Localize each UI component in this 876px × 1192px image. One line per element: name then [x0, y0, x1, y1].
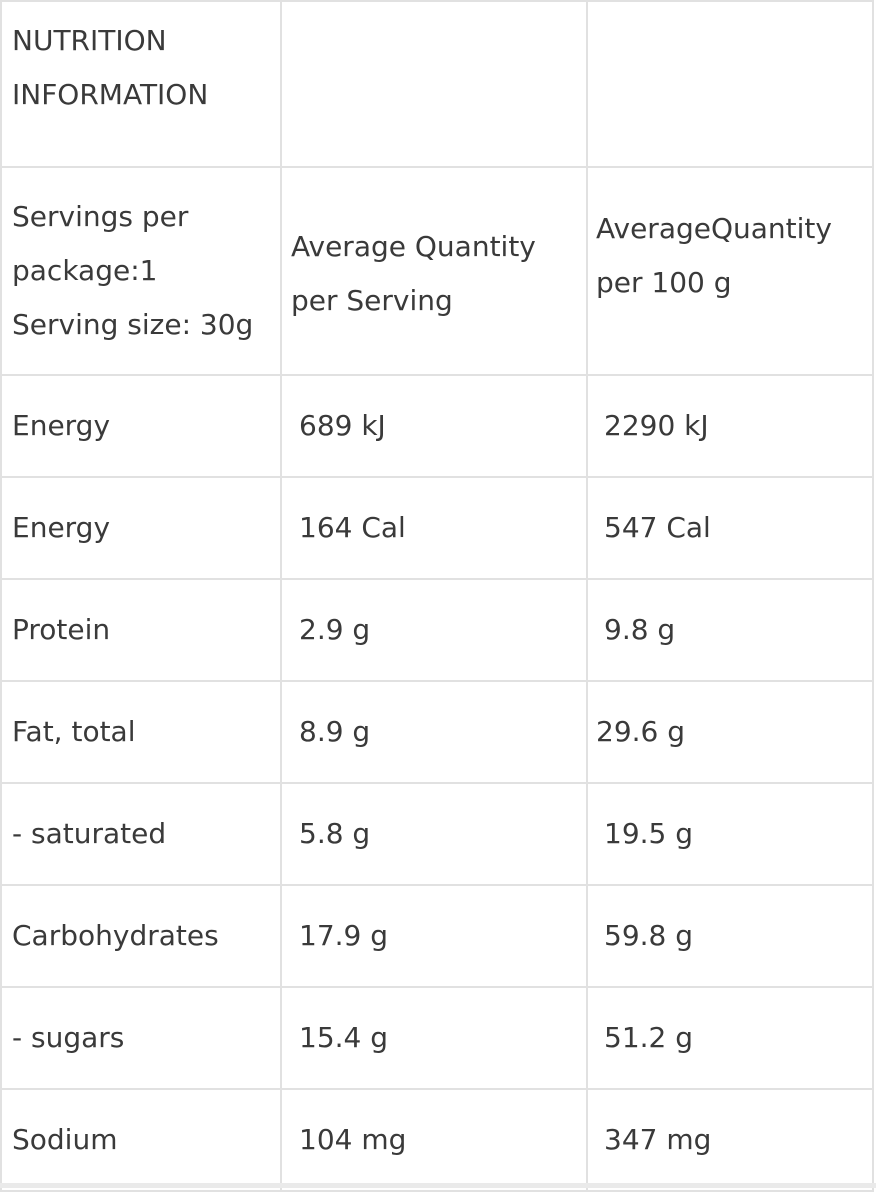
- servings-per-package-text: Servings per: [12, 200, 189, 233]
- serving-size-text: Serving size: 30g: [12, 308, 254, 341]
- servings-per-package-value: package:1: [12, 254, 158, 287]
- per-serving-header: Average Quantity per Serving: [280, 166, 588, 376]
- nutrient-name: Energy: [0, 476, 282, 580]
- table-row: Fat, total 8.9 g 29.6 g: [0, 680, 874, 784]
- table-row: Protein 2.9 g 9.8 g: [0, 578, 874, 682]
- per-100g-value: 59.8 g: [586, 884, 874, 988]
- page-bottom-edge: [0, 1183, 876, 1188]
- nutrient-name: - sugars: [0, 986, 282, 1090]
- empty-header-cell: [586, 0, 874, 168]
- per-100g-value: 19.5 g: [586, 782, 874, 886]
- per-serving-value: 689 kJ: [280, 374, 588, 478]
- table-row: - saturated 5.8 g 19.5 g: [0, 782, 874, 886]
- table-title-line: INFORMATION: [12, 78, 209, 111]
- nutrient-name: Energy: [0, 374, 282, 478]
- per-100g-value: 29.6 g: [586, 680, 874, 784]
- per-serving-value: 17.9 g: [280, 884, 588, 988]
- empty-header-cell: [280, 0, 588, 168]
- nutrient-name: Sodium: [0, 1088, 282, 1192]
- table-row: Sodium 104 mg 347 mg: [0, 1088, 874, 1192]
- per-serving-value: 5.8 g: [280, 782, 588, 886]
- table-title-line: NUTRITION: [12, 24, 167, 57]
- per-serving-value: 104 mg: [280, 1088, 588, 1192]
- per-100g-value: 9.8 g: [586, 578, 874, 682]
- nutrient-name: - saturated: [0, 782, 282, 886]
- per-100g-header-line: per 100 g: [596, 266, 732, 299]
- per-100g-value: 2290 kJ: [586, 374, 874, 478]
- per-serving-value: 164 Cal: [280, 476, 588, 580]
- table-row: Energy 164 Cal 547 Cal: [0, 476, 874, 580]
- table-row: Energy 689 kJ 2290 kJ: [0, 374, 874, 478]
- table-row: Carbohydrates 17.9 g 59.8 g: [0, 884, 874, 988]
- per-100g-header-line: AverageQuantity: [596, 212, 832, 245]
- table-title-cell: NUTRITION INFORMATION: [0, 0, 282, 168]
- per-serving-value: 8.9 g: [280, 680, 588, 784]
- table-row: - sugars 15.4 g 51.2 g: [0, 986, 874, 1090]
- per-serving-value: 2.9 g: [280, 578, 588, 682]
- nutrient-name: Fat, total: [0, 680, 282, 784]
- nutrient-name: Protein: [0, 578, 282, 682]
- serving-info-cell: Servings per package:1 Serving size: 30g: [0, 166, 282, 376]
- per-serving-header-line: Average Quantity: [291, 230, 536, 263]
- per-100g-value: 347 mg: [586, 1088, 874, 1192]
- column-header-row: Servings per package:1 Serving size: 30g…: [0, 166, 874, 376]
- per-serving-value: 15.4 g: [280, 986, 588, 1090]
- table-title-row: NUTRITION INFORMATION: [0, 0, 874, 168]
- per-serving-header-line: per Serving: [291, 284, 453, 317]
- per-100g-value: 547 Cal: [586, 476, 874, 580]
- nutrient-name: Carbohydrates: [0, 884, 282, 988]
- per-100g-header: AverageQuantity per 100 g: [586, 166, 874, 376]
- per-100g-value: 51.2 g: [586, 986, 874, 1090]
